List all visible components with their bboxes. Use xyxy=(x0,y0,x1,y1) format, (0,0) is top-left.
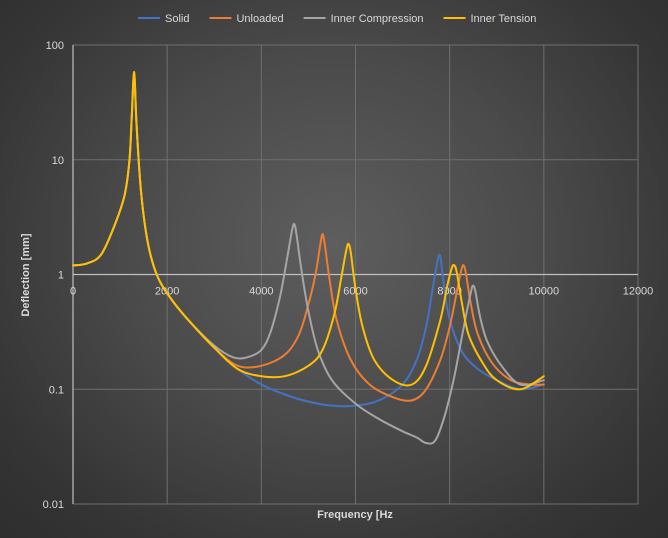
series-line-inner-tension xyxy=(72,71,545,391)
legend-label-inner-tension: Inner Tension xyxy=(471,13,537,25)
legend-label-unloaded: Unloaded xyxy=(236,13,283,25)
y-tick-label: 1 xyxy=(58,270,64,282)
legend-label-solid: Solid xyxy=(165,13,189,25)
y-tick-label: 100 xyxy=(46,40,64,52)
x-tick-label: 10000 xyxy=(529,286,560,298)
series-line-unloaded xyxy=(72,73,545,402)
y-tick-label: 0.01 xyxy=(43,499,64,511)
x-tick-label: 12000 xyxy=(623,286,654,298)
x-tick-label: 0 xyxy=(70,286,76,298)
y-axis-title: Deflection [mm] xyxy=(20,233,32,316)
legend: Solid Unloaded Inner Compression Inner Tens… xyxy=(138,13,536,25)
y-tick-label: 0.1 xyxy=(49,384,64,396)
y-tick-label: 10 xyxy=(52,155,64,167)
x-tick-label: 2000 xyxy=(155,286,179,298)
grid xyxy=(73,44,639,505)
series-line-solid xyxy=(72,73,545,408)
series-layer xyxy=(72,71,545,445)
x-axis-title: Frequency [Hz xyxy=(317,509,393,521)
legend-label-inner-compression: Inner Compression xyxy=(331,13,424,25)
x-tick-label: 4000 xyxy=(249,286,273,298)
series-line-inner-compression xyxy=(72,73,545,445)
